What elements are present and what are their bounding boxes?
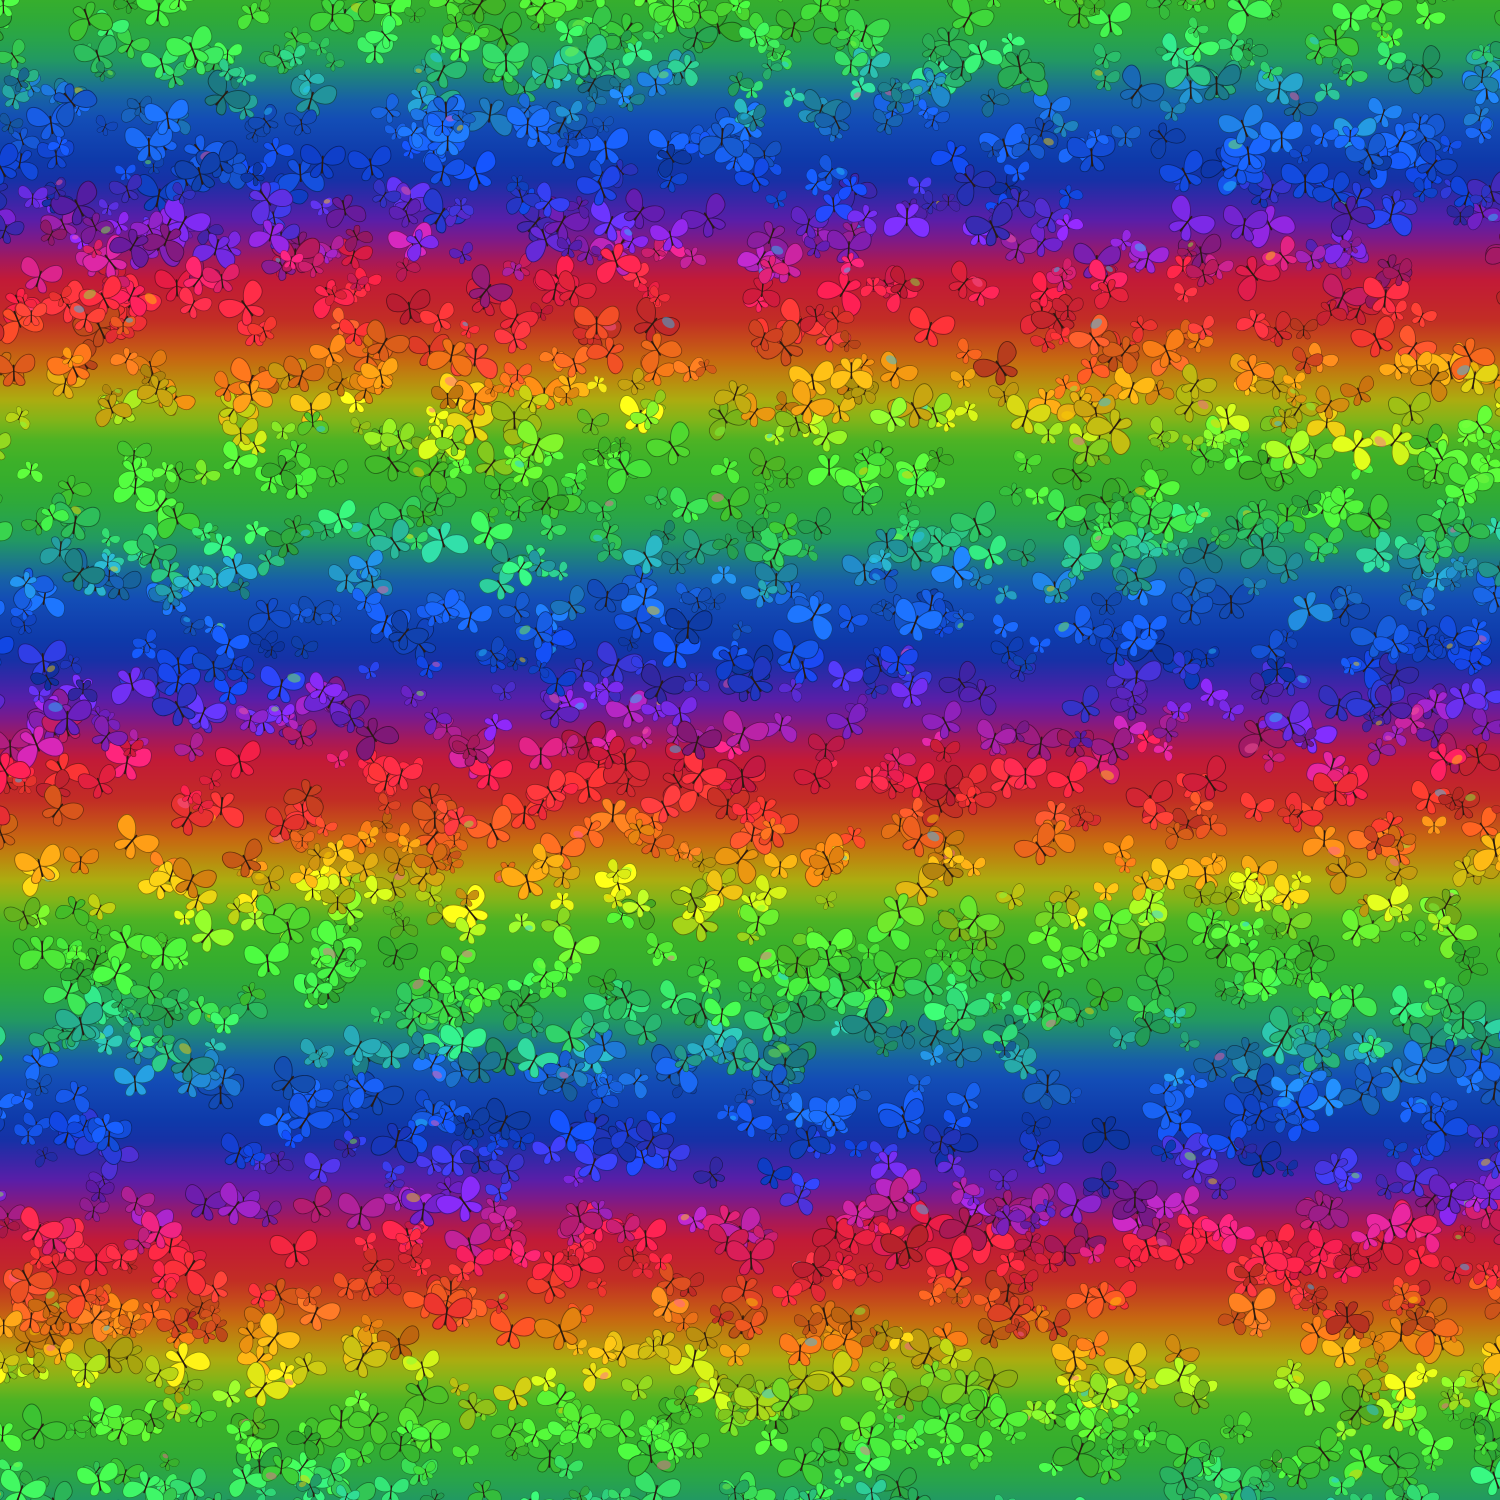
butterfly	[79, 1197, 110, 1222]
butterfly	[0, 636, 15, 667]
butterfly	[104, 741, 152, 781]
butterfly	[291, 635, 319, 659]
butterfly	[403, 531, 429, 551]
butterfly	[1314, 82, 1341, 103]
butterfly	[1367, 97, 1403, 128]
butterfly	[1189, 791, 1214, 816]
butterfly	[337, 1192, 386, 1231]
butterfly	[1153, 741, 1174, 762]
butterfly	[960, 857, 986, 877]
butterfly	[669, 486, 709, 524]
butterfly	[114, 164, 137, 181]
butterfly	[908, 306, 956, 347]
butterfly	[1085, 1, 1132, 38]
butterfly	[55, 896, 90, 926]
butterfly	[645, 932, 674, 959]
butterfly	[763, 852, 798, 879]
butterfly	[1061, 685, 1100, 723]
butterfly	[1086, 978, 1123, 1012]
butterfly	[569, 816, 604, 848]
butterfly	[0, 814, 18, 851]
butterfly	[1148, 122, 1186, 159]
butterfly	[420, 521, 470, 564]
butterfly	[0, 176, 8, 210]
butterfly	[1174, 384, 1213, 423]
butterfly	[370, 93, 401, 124]
butterfly	[211, 1379, 242, 1408]
butterfly	[804, 168, 833, 196]
butterfly	[974, 1357, 1018, 1398]
butterfly	[451, 1444, 480, 1466]
butterfly	[1091, 592, 1122, 615]
butterfly	[1397, 324, 1438, 364]
butterfly	[1383, 1138, 1408, 1159]
butterfly	[737, 980, 766, 1003]
butterfly	[270, 420, 296, 441]
butterfly	[109, 347, 139, 376]
butterfly	[754, 494, 781, 519]
butterfly	[954, 400, 979, 422]
butterfly	[994, 584, 1018, 605]
butterfly	[1440, 1255, 1473, 1285]
butterfly	[1, 84, 31, 110]
butterfly	[1032, 91, 1071, 123]
butterfly	[10, 613, 37, 635]
butterfly	[1400, 919, 1428, 947]
butterfly	[1077, 355, 1110, 385]
butterfly	[885, 1020, 916, 1050]
butterfly	[20, 256, 64, 294]
butterfly	[200, 1304, 221, 1325]
butterfly	[592, 116, 614, 133]
butterfly	[549, 892, 575, 911]
butterfly	[350, 417, 371, 435]
butterfly	[486, 1097, 531, 1140]
butterfly	[1199, 678, 1229, 707]
butterfly	[125, 1034, 157, 1065]
butterfly	[764, 425, 785, 446]
butterfly	[1375, 1174, 1404, 1200]
butterfly	[0, 1489, 5, 1500]
butterfly	[247, 104, 279, 135]
butterfly	[1109, 1026, 1138, 1051]
butterfly	[1365, 1352, 1389, 1373]
butterfly	[577, 408, 610, 436]
